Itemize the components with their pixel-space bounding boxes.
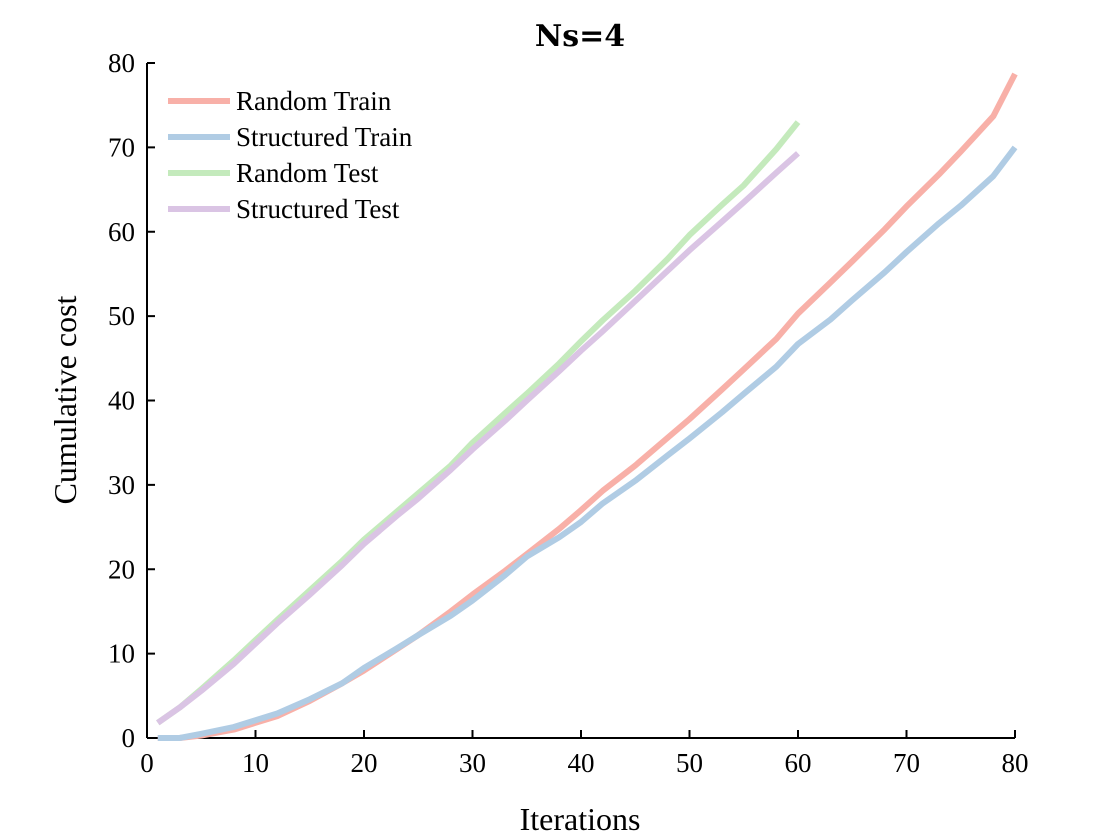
y-tick-label: 0 <box>122 723 136 753</box>
x-tick-label: 20 <box>351 748 378 778</box>
axes: 0 10 20 30 40 50 60 70 80 0 10 20 30 40 50 60 70 80 <box>108 48 1029 778</box>
y-tick-label: 10 <box>108 639 135 669</box>
legend-label: Random Test <box>236 158 379 188</box>
x-axis-label: Iterations <box>520 801 641 837</box>
x-tick-label: 70 <box>893 748 920 778</box>
y-tick-label: 80 <box>108 48 135 78</box>
plot-series <box>156 72 1018 741</box>
legend-label: Random Train <box>236 86 392 116</box>
legend-label: Structured Train <box>236 122 413 152</box>
y-tick-label: 50 <box>108 301 135 331</box>
legend-label: Structured Test <box>236 194 400 224</box>
y-tick-label: 70 <box>108 132 135 162</box>
x-tick-label: 40 <box>568 748 595 778</box>
series-line-structured-train <box>157 145 1018 741</box>
y-tick-label: 40 <box>108 386 135 416</box>
y-tick-label: 60 <box>108 217 135 247</box>
x-tick-label: 80 <box>1002 748 1029 778</box>
x-tick-label: 60 <box>785 748 812 778</box>
y-tick-label: 30 <box>108 470 135 500</box>
series-line-structured-test <box>156 151 800 726</box>
x-tick-label: 50 <box>676 748 703 778</box>
chart-title: Ns=4 <box>535 19 625 54</box>
x-tick-label: 10 <box>242 748 269 778</box>
x-tick-label: 0 <box>140 748 154 778</box>
y-tick-label: 20 <box>108 554 135 584</box>
x-tick-label: 30 <box>459 748 486 778</box>
y-axis-label: Cumulative cost <box>47 295 83 504</box>
legend: Random Train Structured Train Random Test S… <box>168 86 413 224</box>
